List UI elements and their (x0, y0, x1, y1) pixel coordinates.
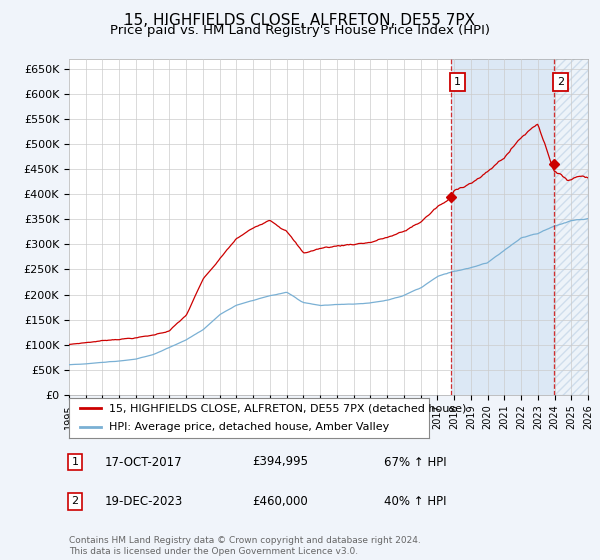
Text: £460,000: £460,000 (252, 494, 308, 508)
Bar (554, 59, 588, 395)
Text: £394,995: £394,995 (252, 455, 308, 469)
Text: Price paid vs. HM Land Registry's House Price Index (HPI): Price paid vs. HM Land Registry's House … (110, 24, 490, 37)
Text: HPI: Average price, detached house, Amber Valley: HPI: Average price, detached house, Ambe… (109, 422, 389, 432)
Text: 15, HIGHFIELDS CLOSE, ALFRETON, DE55 7PX (detached house): 15, HIGHFIELDS CLOSE, ALFRETON, DE55 7PX… (109, 404, 466, 413)
Text: 67% ↑ HPI: 67% ↑ HPI (384, 455, 446, 469)
Text: 19-DEC-2023: 19-DEC-2023 (105, 494, 183, 508)
Bar (451, 59, 554, 395)
Text: 2: 2 (71, 496, 79, 506)
Text: 17-OCT-2017: 17-OCT-2017 (105, 455, 182, 469)
Text: 2: 2 (557, 77, 565, 87)
Text: 40% ↑ HPI: 40% ↑ HPI (384, 494, 446, 508)
Text: Contains HM Land Registry data © Crown copyright and database right 2024.
This d: Contains HM Land Registry data © Crown c… (69, 536, 421, 556)
Text: 1: 1 (454, 77, 461, 87)
Text: 15, HIGHFIELDS CLOSE, ALFRETON, DE55 7PX: 15, HIGHFIELDS CLOSE, ALFRETON, DE55 7PX (124, 13, 476, 28)
Text: 1: 1 (71, 457, 79, 467)
